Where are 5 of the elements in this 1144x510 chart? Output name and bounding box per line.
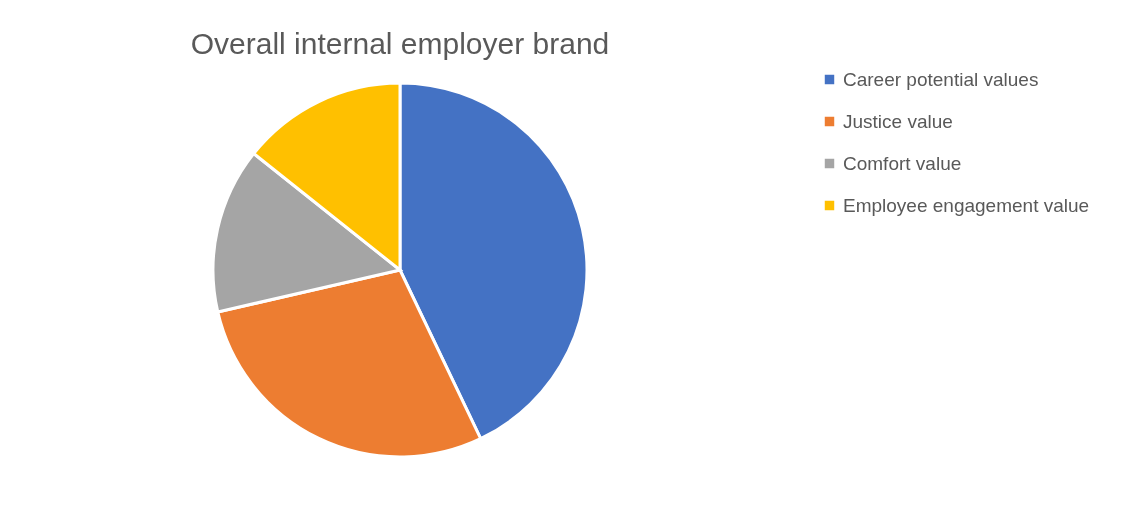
legend-label: Justice value bbox=[843, 110, 953, 132]
legend-label: Career potential values bbox=[843, 68, 1039, 90]
chart-title: Overall internal employer brand bbox=[190, 27, 610, 60]
legend-label: Employee engagement value bbox=[843, 194, 1090, 216]
legend-label: Comfort value bbox=[843, 152, 962, 174]
